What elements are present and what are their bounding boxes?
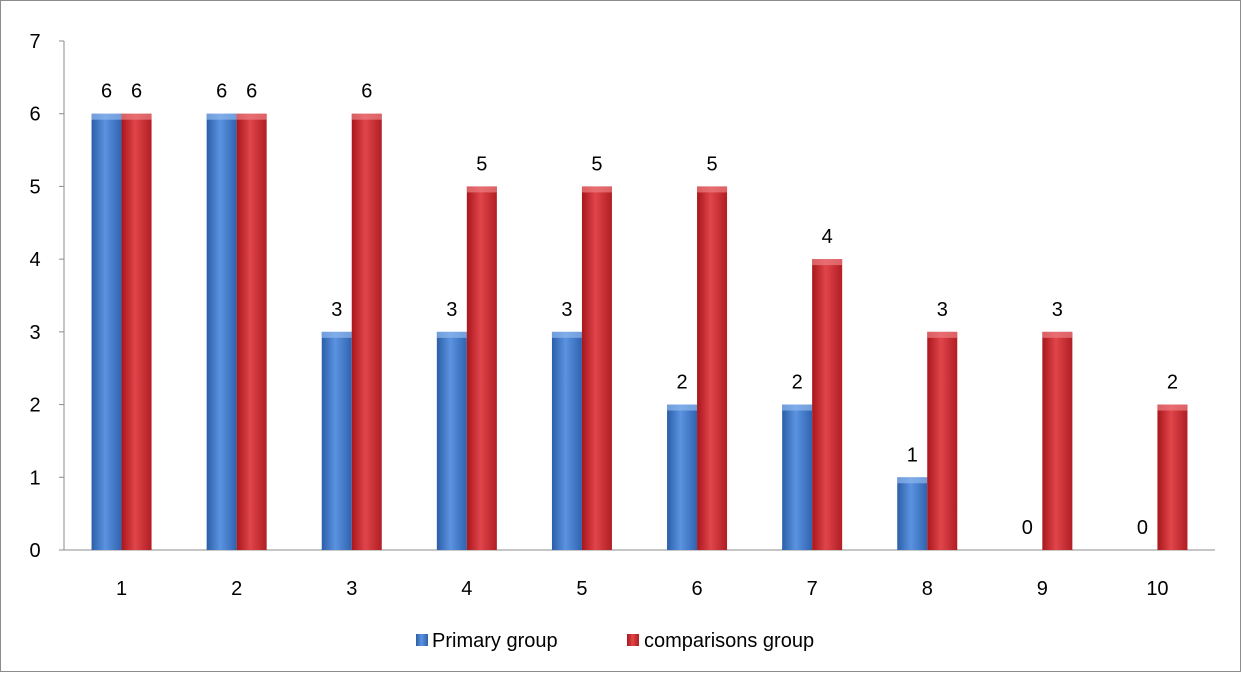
bar-cap — [1042, 331, 1073, 338]
bar-cap — [697, 186, 728, 193]
bar-cap — [121, 113, 152, 120]
bar-primary — [436, 331, 467, 550]
bar-cap — [466, 186, 497, 193]
bar-comparisons — [697, 186, 728, 550]
y-tick-label: 5 — [29, 176, 40, 198]
bar-cap — [897, 477, 928, 484]
bar-comparisons — [1157, 404, 1188, 550]
bar-primary — [206, 113, 237, 550]
bar-comparisons — [812, 259, 843, 550]
x-tick-label: 6 — [691, 578, 702, 600]
data-label: 5 — [476, 153, 487, 175]
x-tick-label: 3 — [346, 578, 357, 600]
data-label: 4 — [822, 226, 833, 248]
data-label: 6 — [101, 81, 112, 103]
bar-cap — [667, 404, 698, 411]
data-label: 1 — [907, 444, 918, 466]
y-tick-label: 7 — [29, 31, 40, 53]
bar-primary — [897, 477, 928, 550]
bar-comparisons — [581, 186, 612, 550]
data-label: 3 — [1052, 299, 1063, 321]
bar-primary — [551, 331, 582, 550]
data-label: 5 — [706, 153, 717, 175]
bar-comparisons — [351, 113, 382, 550]
bar-cap — [782, 404, 813, 411]
y-tick-label: 4 — [29, 249, 40, 271]
bar-comparisons — [466, 186, 497, 550]
bar-cap — [551, 331, 582, 338]
x-tick-label: 7 — [807, 578, 818, 600]
bar-cap — [236, 113, 267, 120]
bar-primary — [321, 331, 352, 550]
data-label: 6 — [216, 81, 227, 103]
bar-primary — [91, 113, 122, 550]
bar-cap — [436, 331, 467, 338]
bar-comparisons — [927, 331, 958, 550]
bar-cap — [581, 186, 612, 193]
y-tick-label: 1 — [29, 467, 40, 489]
data-label: 2 — [792, 372, 803, 394]
bar-comparisons — [121, 113, 152, 550]
bar-cap — [927, 331, 958, 338]
data-label: 6 — [246, 81, 257, 103]
bar-comparisons — [236, 113, 267, 550]
legend: Primary group comparisons group — [416, 630, 814, 652]
data-label: 6 — [131, 81, 142, 103]
data-label: 5 — [591, 153, 602, 175]
bar-cap — [321, 331, 352, 338]
bar-primary — [667, 404, 698, 550]
x-tick-label: 9 — [1037, 578, 1048, 600]
data-label: 6 — [361, 81, 372, 103]
bar-cap — [206, 113, 237, 120]
data-label: 3 — [937, 299, 948, 321]
x-tick-label: 1 — [116, 578, 127, 600]
data-label: 3 — [331, 299, 342, 321]
data-label: 3 — [561, 299, 572, 321]
x-tick-label: 2 — [231, 578, 242, 600]
x-tick-label: 10 — [1146, 578, 1168, 600]
bar-primary — [782, 404, 813, 550]
bars — [91, 113, 1188, 550]
y-tick-label: 0 — [29, 540, 40, 562]
data-label: 0 — [1022, 517, 1033, 539]
data-label: 2 — [676, 372, 687, 394]
data-label: 3 — [446, 299, 457, 321]
data-label: 0 — [1137, 517, 1148, 539]
y-tick-label: 6 — [29, 104, 40, 126]
data-label: 2 — [1167, 372, 1178, 394]
x-tick-label: 4 — [461, 578, 472, 600]
legend-label: Primary group — [432, 630, 558, 652]
y-tick-label: 2 — [29, 395, 40, 417]
legend-swatch-comparisons — [627, 634, 639, 646]
bar-comparisons — [1042, 331, 1073, 550]
x-tick-label: 8 — [922, 578, 933, 600]
legend-label: comparisons group — [644, 630, 814, 652]
x-tick-label: 5 — [576, 578, 587, 600]
y-tick-label: 3 — [29, 322, 40, 344]
bar-cap — [1157, 404, 1188, 411]
bar-cap — [812, 259, 843, 266]
bar-cap — [91, 113, 122, 120]
bar-cap — [351, 113, 382, 120]
legend-swatch-primary — [416, 634, 428, 646]
data-labels: 6 63 3 32 210 06 6 65 5 543 32 — [101, 81, 1178, 539]
